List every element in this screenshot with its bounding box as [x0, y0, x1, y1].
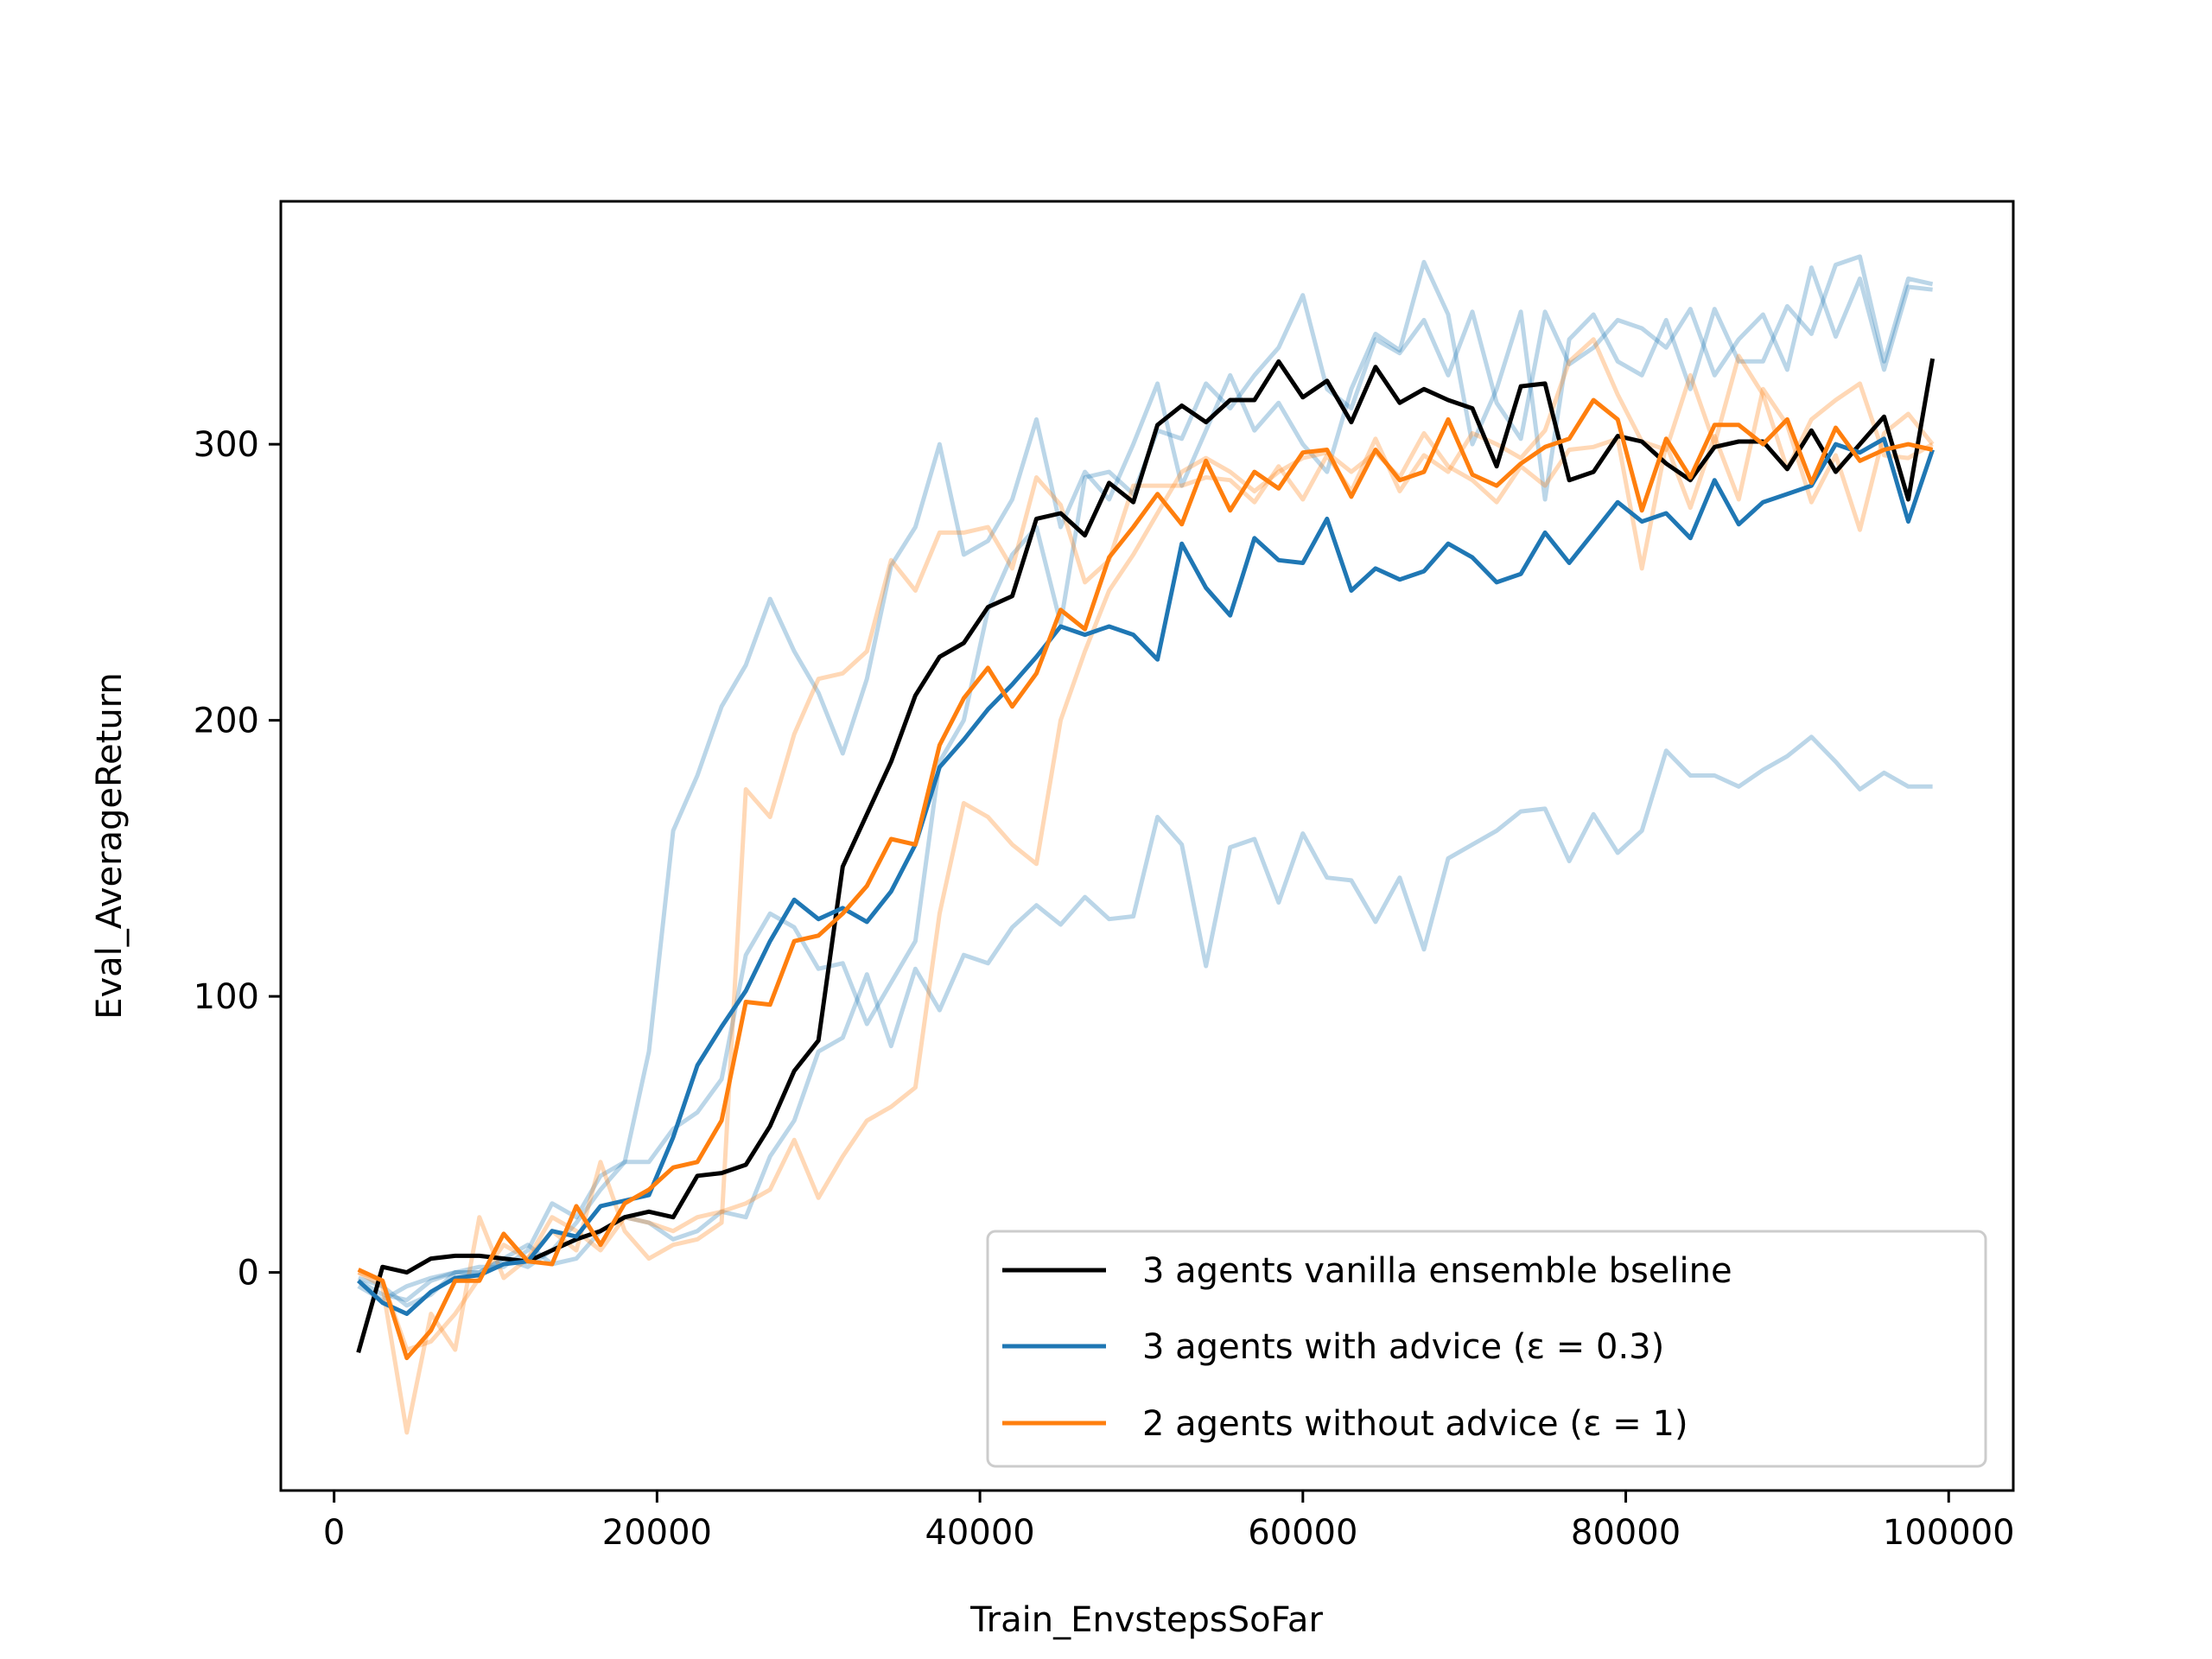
series-line-2 — [357, 397, 1934, 1361]
y-tick-label: 0 — [238, 1254, 259, 1294]
series-layer — [356, 254, 1936, 1435]
legend: 3 agents vanilla ensemble bseline 3 agen… — [986, 1230, 1987, 1468]
x-tick-label: 80000 — [1571, 1513, 1681, 1553]
x-axis-title: Train_EnvstepsSoFar — [969, 1600, 1323, 1640]
y-axis: 0 100 200 300 — [194, 425, 281, 1294]
x-tick-label: 20000 — [602, 1513, 712, 1553]
y-tick-label: 300 — [194, 425, 259, 465]
series-line-1 — [357, 436, 1935, 1316]
series-line-0 — [356, 358, 1936, 1353]
legend-box — [986, 1230, 1987, 1468]
y-tick-label: 200 — [194, 702, 259, 741]
x-tick-label: 40000 — [925, 1513, 1034, 1553]
x-tick-label: 100000 — [1883, 1513, 2015, 1553]
y-axis-title: Eval_AverageReturn — [90, 672, 130, 1020]
plot-frame — [279, 200, 2015, 1492]
x-axis: 0 20000 40000 60000 80000 100000 — [323, 1491, 2015, 1553]
x-tick-label: 60000 — [1248, 1513, 1357, 1553]
legend-label-with-advice: 3 agents with advice (ε = 0.3) — [1142, 1327, 1664, 1367]
series-line-run-7 — [357, 386, 1935, 1352]
y-tick-label: 100 — [194, 977, 259, 1017]
legend-label-baseline: 3 agents vanilla ensemble bseline — [1142, 1251, 1732, 1291]
legend-label-without-advice: 2 agents without advice (ε = 1) — [1142, 1404, 1688, 1444]
x-tick-label: 0 — [323, 1513, 345, 1553]
series-line-run-3 — [357, 254, 1934, 1303]
